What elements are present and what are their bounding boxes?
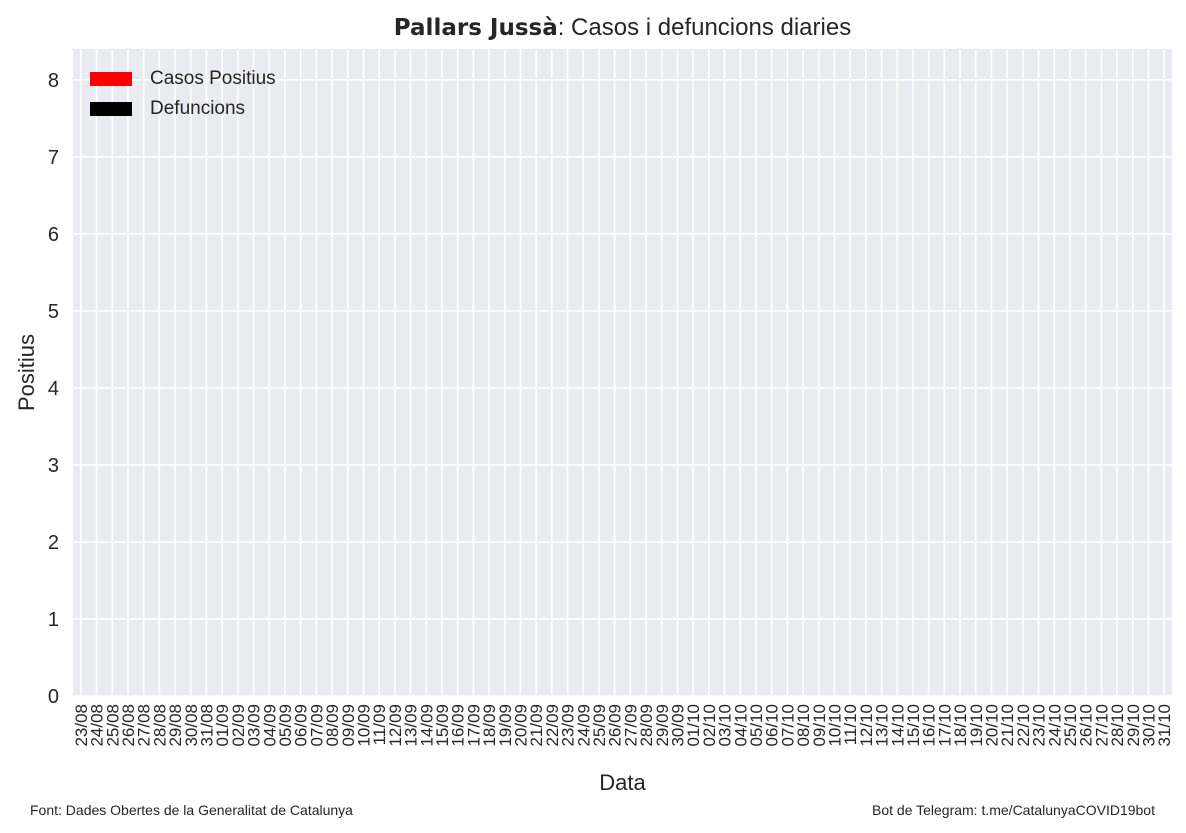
bot-footnote: Bot de Telegram: t.me/CatalunyaCOVID19bo… — [871, 802, 1155, 818]
x-tick-label: 28/08 — [150, 704, 169, 747]
x-tick-label: 10/10 — [825, 704, 844, 747]
x-tick-label: 27/10 — [1092, 704, 1111, 747]
x-tick-label: 31/10 — [1155, 704, 1174, 747]
legend-label-cases: Casos Positius — [150, 68, 276, 89]
x-tick-label: 27/09 — [621, 704, 640, 747]
x-tick-label: 26/10 — [1077, 704, 1096, 747]
x-tick-label: 03/10 — [716, 704, 735, 747]
x-tick-label: 30/08 — [182, 704, 201, 747]
x-tick-label: 20/09 — [511, 704, 530, 747]
x-tick-label: 12/10 — [857, 704, 876, 747]
x-tick-label: 18/10 — [951, 704, 970, 747]
x-tick-label: 06/10 — [763, 704, 782, 747]
x-tick-label: 01/10 — [684, 704, 703, 747]
x-tick-label: 23/10 — [1030, 704, 1049, 747]
x-tick-label: 05/10 — [747, 704, 766, 747]
x-tick-label: 07/10 — [778, 704, 797, 747]
chart-title: Pallars Jussà: Casos i defuncions diarie… — [73, 14, 1172, 42]
y-tick-label: 3 — [48, 455, 59, 477]
x-tick-label: 18/09 — [480, 704, 499, 747]
x-tick-label: 10/09 — [354, 704, 373, 747]
x-tick-label: 25/10 — [1061, 704, 1080, 747]
y-tick-label: 8 — [48, 70, 59, 92]
x-tick-label: 19/10 — [967, 704, 986, 747]
x-tick-label: 13/10 — [873, 704, 892, 747]
x-tick-label: 26/08 — [119, 704, 138, 747]
x-tick-label: 15/09 — [433, 704, 452, 747]
x-tick-label: 30/10 — [1139, 704, 1158, 747]
x-tick-label: 08/09 — [323, 704, 342, 747]
x-tick-label: 17/09 — [464, 704, 483, 747]
x-tick-label: 30/09 — [668, 704, 687, 747]
x-tick-label: 24/10 — [1045, 704, 1064, 747]
x-tick-label: 03/09 — [245, 704, 264, 747]
legend-label-deaths: Defuncions — [150, 98, 246, 119]
x-tick-label: 29/08 — [166, 704, 185, 747]
x-tick-label: 28/09 — [637, 704, 656, 747]
x-tick-label: 29/09 — [653, 704, 672, 747]
legend-swatch-deaths — [90, 102, 132, 116]
x-tick-label: 21/09 — [527, 704, 546, 747]
x-tick-label: 04/10 — [731, 704, 750, 747]
legend-swatch-cases — [90, 72, 132, 86]
x-tick-label: 05/09 — [276, 704, 295, 747]
x-tick-label: 07/09 — [307, 704, 326, 747]
x-tick-label: 28/10 — [1108, 704, 1127, 747]
x-tick-label: 11/09 — [370, 704, 389, 745]
x-tick-label: 02/09 — [229, 704, 248, 747]
x-tick-label: 22/09 — [543, 704, 562, 747]
x-tick-label: 27/08 — [135, 704, 154, 747]
x-tick-label: 15/10 — [904, 704, 923, 747]
legend-item-deaths: Defuncions — [90, 94, 276, 124]
legend-item-cases: Casos Positius — [90, 64, 276, 94]
x-tick-label: 20/10 — [982, 704, 1001, 747]
x-tick-label: 23/08 — [72, 704, 91, 747]
x-tick-label: 25/08 — [103, 704, 122, 747]
x-tick-label: 17/10 — [935, 704, 954, 747]
chart-legend: Casos Positius Defuncions — [90, 64, 276, 124]
x-tick-label: 01/09 — [213, 704, 232, 747]
x-tick-label: 24/08 — [88, 704, 107, 747]
x-axis-label: Data — [599, 770, 646, 795]
x-tick-label: 09/10 — [810, 704, 829, 747]
x-tick-label: 11/10 — [841, 704, 860, 745]
chart-title-region: Pallars Jussà — [393, 15, 558, 41]
x-tick-label: 29/10 — [1124, 704, 1143, 747]
source-footnote: Font: Dades Obertes de la Generalitat de… — [30, 802, 353, 818]
y-tick-label: 5 — [48, 301, 59, 323]
y-tick-label: 2 — [48, 532, 59, 554]
x-tick-label: 21/10 — [998, 704, 1017, 747]
x-tick-label: 09/09 — [339, 704, 358, 747]
y-tick-label: 1 — [48, 609, 59, 631]
x-tick-label: 24/09 — [574, 704, 593, 747]
y-tick-label: 0 — [48, 686, 59, 708]
y-tick-label: 6 — [48, 224, 59, 246]
x-tick-label: 14/10 — [888, 704, 907, 747]
x-tick-label: 16/09 — [449, 704, 468, 747]
x-tick-label: 14/09 — [417, 704, 436, 747]
x-tick-label: 04/09 — [260, 704, 279, 747]
y-tick-label: 4 — [48, 378, 59, 400]
x-tick-label: 12/09 — [386, 704, 405, 747]
x-tick-label: 23/09 — [559, 704, 578, 747]
x-tick-label: 25/09 — [590, 704, 609, 747]
x-tick-label: 13/09 — [402, 704, 421, 747]
x-tick-label: 06/09 — [292, 704, 311, 747]
x-tick-label: 31/08 — [197, 704, 216, 747]
x-tick-label: 22/10 — [1014, 704, 1033, 747]
x-tick-label: 26/09 — [606, 704, 625, 747]
x-tick-label: 19/09 — [496, 704, 515, 747]
y-axis-label: Positius — [14, 334, 39, 411]
x-tick-label: 02/10 — [700, 704, 719, 747]
x-tick-label: 08/10 — [794, 704, 813, 747]
x-tick-label: 16/10 — [920, 704, 939, 747]
y-tick-label: 7 — [48, 147, 59, 169]
chart-title-rest: : Casos i defuncions diaries — [557, 14, 852, 41]
